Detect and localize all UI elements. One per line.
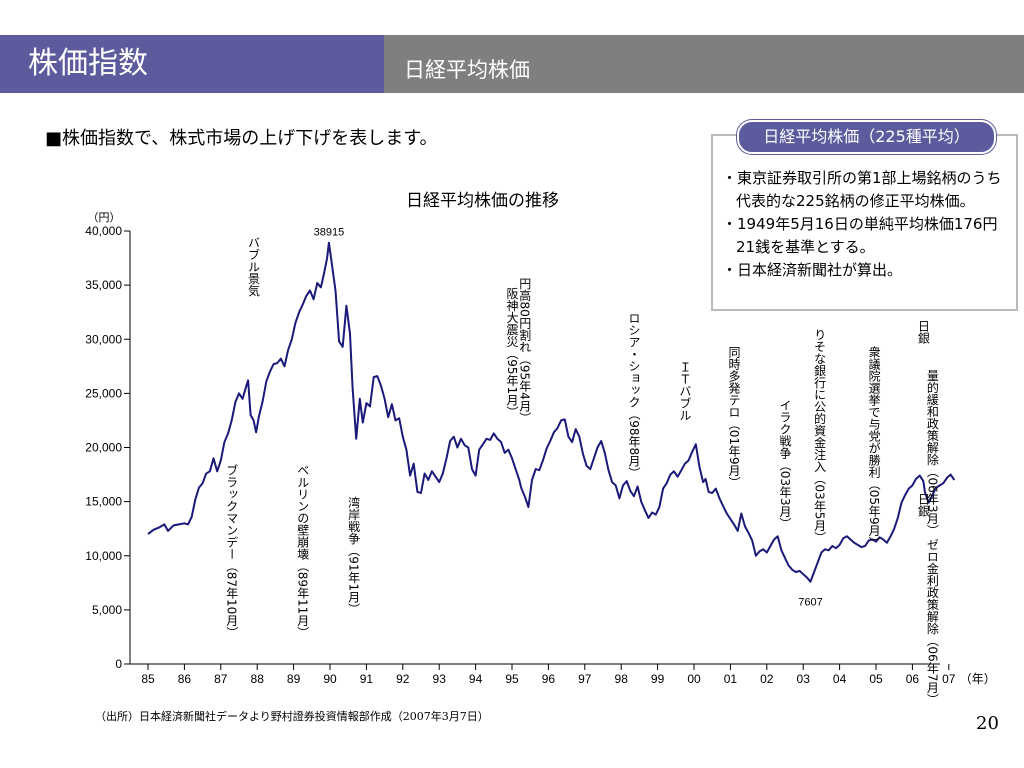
x-tick-label: 94 — [469, 672, 483, 686]
y-axis-label: （円） — [88, 211, 121, 224]
event-annotation: イラク戦争（03年3月） — [778, 399, 792, 530]
x-tick-label: 90 — [323, 672, 337, 686]
x-tick-label: 96 — [542, 672, 556, 686]
y-tick-label: 5,000 — [92, 603, 122, 617]
page-title: 株価指数 — [28, 46, 148, 81]
x-tick-label: 86 — [178, 672, 192, 686]
y-tick-label: 35,000 — [85, 278, 122, 292]
event-annotation: ブラックマンデー（87年10月） — [225, 462, 239, 638]
nikkei-series-line — [147, 241, 956, 583]
x-tick-label: 05 — [869, 672, 883, 686]
event-annotation: りそな銀行に公的資金注入（03年5月） — [813, 328, 827, 543]
event-annotation: ロシア・ショック（98年8月） — [627, 312, 641, 479]
event-annotation: 阪神大震災（95年1月） — [505, 287, 519, 418]
event-annotation: バブル景気 — [247, 236, 261, 297]
x-tick-label: 03 — [797, 672, 811, 686]
info-item: 1949年5月16日の単純平均株価176円21銭を基準とする。 — [722, 213, 1014, 259]
x-tick-label: 07 — [942, 672, 956, 686]
x-tick-label: 00 — [687, 672, 701, 686]
point-label: 7607 — [798, 597, 822, 609]
event-annotation: 日銀 — [916, 320, 930, 344]
x-tick-label: 06 — [906, 672, 920, 686]
page-subtitle: 日経平均株価 — [404, 58, 530, 82]
x-tick-label: 88 — [251, 672, 265, 686]
x-tick-label: 89 — [287, 672, 301, 686]
header-title-bar: 株価指数 — [0, 35, 384, 93]
info-list: 東京証券取引所の第1部上場銘柄のうち代表的な225銘柄の修正平均株価。 1949… — [722, 167, 1014, 282]
x-tick-label: 92 — [396, 672, 410, 686]
info-item: 東京証券取引所の第1部上場銘柄のうち代表的な225銘柄の修正平均株価。 — [722, 167, 1014, 213]
point-label: 38915 — [314, 227, 345, 239]
event-annotation: 円高80円割れ（95年4月） — [518, 278, 532, 424]
headline: ■株価指数で、株式市場の上げ下げを表します。 — [45, 128, 438, 149]
y-tick-label: 15,000 — [85, 495, 122, 509]
y-tick-label: 25,000 — [85, 386, 122, 400]
event-annotation: ゼロ金利政策解除（06年7月） — [925, 538, 939, 705]
x-tick-label: 85 — [141, 672, 155, 686]
event-annotation: 量的緩和政策解除（06年3月） — [925, 369, 939, 536]
x-tick-label: 99 — [651, 672, 665, 686]
y-tick-label: 20,000 — [85, 441, 122, 455]
x-tick-label: 91 — [360, 672, 374, 686]
x-tick-label: 95 — [505, 672, 519, 686]
x-tick-label: 97 — [578, 672, 592, 686]
event-annotation: ＩＴバブル — [678, 361, 692, 421]
x-tick-label: 98 — [615, 672, 629, 686]
event-annotation: 衆議院選挙で与党が勝利（05年9月） — [867, 345, 881, 548]
y-tick-label: 0 — [115, 657, 122, 671]
y-tick-label: 10,000 — [85, 549, 122, 563]
y-tick-label: 30,000 — [85, 332, 122, 346]
page-number: 20 — [976, 713, 999, 734]
event-annotation: 同時多発テロ（01年9月） — [727, 346, 741, 489]
header-subtitle-bar: 日経平均株価 — [384, 35, 1024, 93]
y-tick-label: 40,000 — [85, 224, 122, 238]
source-note: （出所）日本経済新聞社データより野村證券投資情報部作成（2007年3月7日） — [95, 710, 489, 723]
x-tick-label: 01 — [724, 672, 738, 686]
x-tick-label: 87 — [214, 672, 228, 686]
chart-title: 日経平均株価の推移 — [406, 191, 559, 211]
info-item: 日本経済新聞社が算出。 — [722, 259, 1014, 282]
x-axis-label: （年） — [960, 672, 996, 686]
event-annotation: 日銀 — [916, 493, 930, 517]
x-tick-label: 02 — [760, 672, 774, 686]
info-box-title: 日経平均株価（225種平均） — [737, 120, 996, 154]
x-tick-label: 04 — [833, 672, 847, 686]
event-annotation: ベルリンの壁崩壊（89年11月） — [296, 464, 310, 639]
event-annotation: 湾岸戦争（91年1月） — [347, 495, 361, 615]
x-tick-label: 93 — [433, 672, 447, 686]
